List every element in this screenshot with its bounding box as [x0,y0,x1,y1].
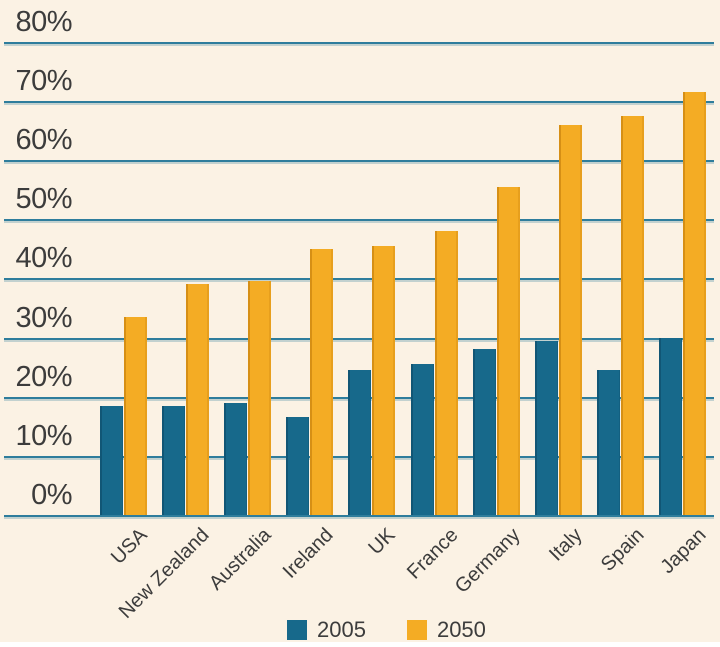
y-tick-label-50%: 50% [15,183,72,216]
bar-2050-Spain [620,115,644,515]
bar-2050-New Zealand [186,284,210,515]
legend-swatch-2050 [406,620,427,640]
bar-2050-UK [372,245,396,515]
bar-2005-Japan [658,337,682,515]
bar-2050-Ireland [310,248,334,515]
bar-2050-USA [124,316,147,515]
y-gridline-60% [4,160,714,163]
bar-2005-Ireland [286,417,310,515]
y-tick-label-0%: 0% [31,479,72,511]
bar-2050-Australia [248,281,272,515]
y-gridline-30% [4,337,714,340]
bar-2005-France [410,364,434,515]
bar-2005-Italy [534,340,558,515]
legend-label-2005: 2005 [317,617,366,642]
bar-2050-France [434,231,458,515]
x-axis-label-USA: USA [106,524,152,569]
bar-2050-Italy [558,124,582,515]
y-tick-label-70%: 70% [15,64,72,97]
y-tick-label-60%: 60% [15,124,72,157]
legend-label-2050: 2050 [436,617,486,642]
bar-2005-Australia [224,402,248,515]
y-gridline-80% [4,41,714,44]
y-gridline-0% [4,515,714,517]
y-tick-label-10%: 10% [15,419,72,452]
legend-item-2005: 2005 [287,617,366,642]
y-tick-label-80%: 80% [15,5,72,38]
bar-2005-New Zealand [162,405,186,515]
bar-2005-USA [100,405,123,515]
y-tick-label-40%: 40% [15,242,72,275]
legend: 2005 2050 [287,617,486,642]
legend-item-2050: 2050 [406,617,486,642]
bar-2050-Germany [496,186,520,515]
y-gridline-40% [4,278,714,281]
bottom-strip [0,642,720,647]
bar-2050-Japan [682,92,706,515]
y-gridline-70% [4,100,714,103]
legend-swatch-2005 [287,620,307,640]
bar-2005-UK [348,370,372,515]
bar-2005-Spain [596,370,620,515]
y-gridline-50% [4,219,714,222]
y-tick-label-30%: 30% [15,301,72,334]
y-tick-label-20%: 20% [15,360,72,393]
bar-2005-Germany [472,349,496,515]
